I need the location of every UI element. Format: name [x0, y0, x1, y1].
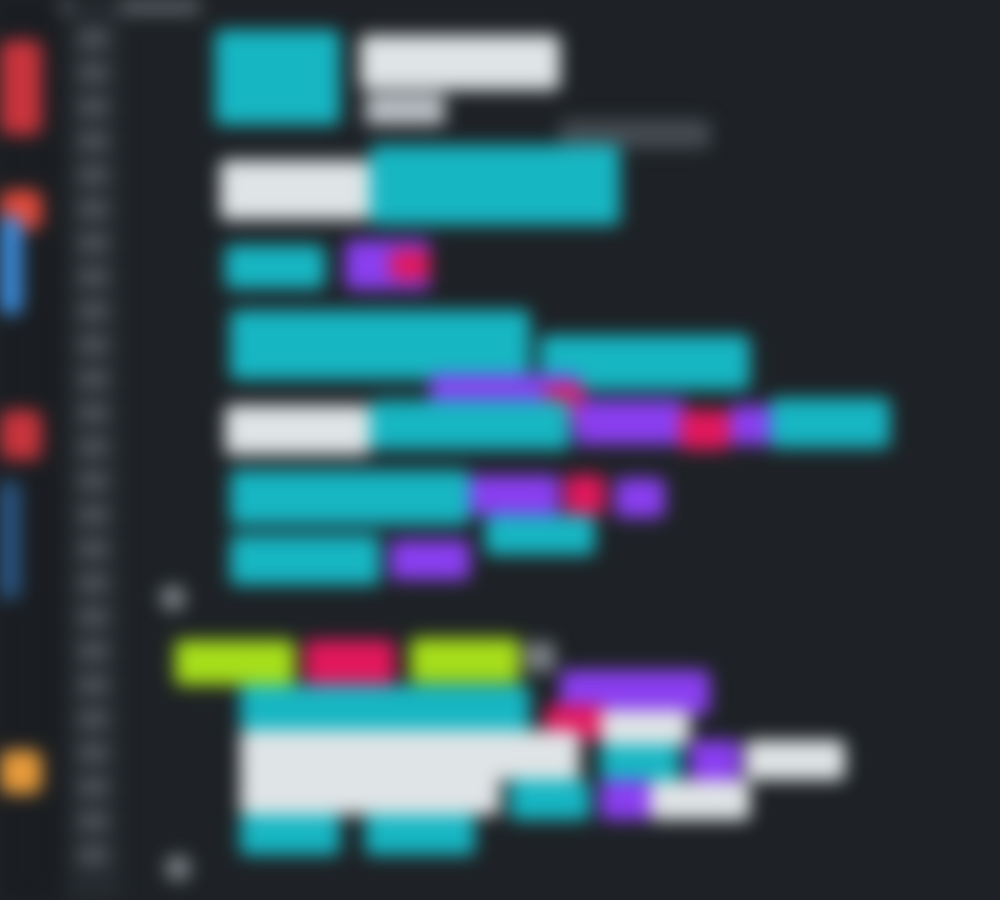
code-token [560, 120, 710, 148]
activity-bar [0, 0, 60, 900]
code-token [410, 638, 520, 683]
code-token [215, 30, 340, 125]
code-token [525, 642, 555, 672]
line-number [78, 64, 108, 82]
code-token [240, 775, 500, 815]
line-number [78, 404, 108, 422]
code-token [575, 400, 685, 445]
line-number [78, 132, 108, 150]
line-number [78, 608, 108, 626]
line-number [78, 540, 108, 558]
line-number [78, 574, 108, 592]
code-token [390, 250, 430, 280]
code-token [240, 730, 580, 780]
line-number [78, 370, 108, 388]
line-number [78, 812, 108, 830]
line-number [78, 846, 108, 864]
line-number [78, 98, 108, 116]
extensions-icon[interactable] [0, 480, 20, 600]
code-token [225, 405, 370, 455]
code-token [175, 640, 295, 685]
code-token [230, 470, 470, 525]
line-number [78, 710, 108, 728]
code-token [745, 740, 845, 780]
code-token [370, 145, 620, 225]
line-number [78, 336, 108, 354]
code-token [470, 475, 560, 515]
code-token [600, 780, 650, 820]
code-token [225, 245, 325, 289]
line-number [78, 506, 108, 524]
source-control-icon[interactable] [0, 215, 22, 315]
line-number [78, 166, 108, 184]
code-token [390, 540, 470, 580]
line-number [78, 302, 108, 320]
code-token [365, 95, 445, 125]
line-number [78, 200, 108, 218]
code-token [230, 535, 380, 585]
code-token [565, 475, 605, 515]
line-number [78, 778, 108, 796]
code-token [615, 478, 665, 518]
code-token [305, 640, 395, 685]
line-number [78, 472, 108, 490]
line-number [78, 438, 108, 456]
code-token [220, 160, 370, 220]
code-token [600, 710, 690, 745]
line-number [78, 676, 108, 694]
line-number [78, 268, 108, 286]
line-number [78, 30, 108, 48]
code-token [240, 685, 530, 730]
line-number [78, 642, 108, 660]
code-token [600, 745, 680, 780]
explorer-icon[interactable] [0, 40, 42, 135]
line-number [78, 234, 108, 252]
fold-marker[interactable] [165, 855, 191, 881]
code-token [240, 815, 340, 855]
fold-marker[interactable] [160, 585, 186, 611]
code-token [770, 398, 890, 448]
debug-icon[interactable] [0, 410, 42, 460]
code-token [650, 780, 750, 820]
line-number [78, 744, 108, 762]
code-token [680, 410, 730, 450]
code-token [690, 740, 740, 780]
code-token [365, 815, 475, 855]
code-token [230, 310, 530, 380]
code-token [360, 35, 560, 90]
code-token [510, 780, 590, 820]
settings-icon[interactable] [0, 750, 42, 794]
code-token [485, 515, 595, 555]
code-token [370, 400, 570, 450]
